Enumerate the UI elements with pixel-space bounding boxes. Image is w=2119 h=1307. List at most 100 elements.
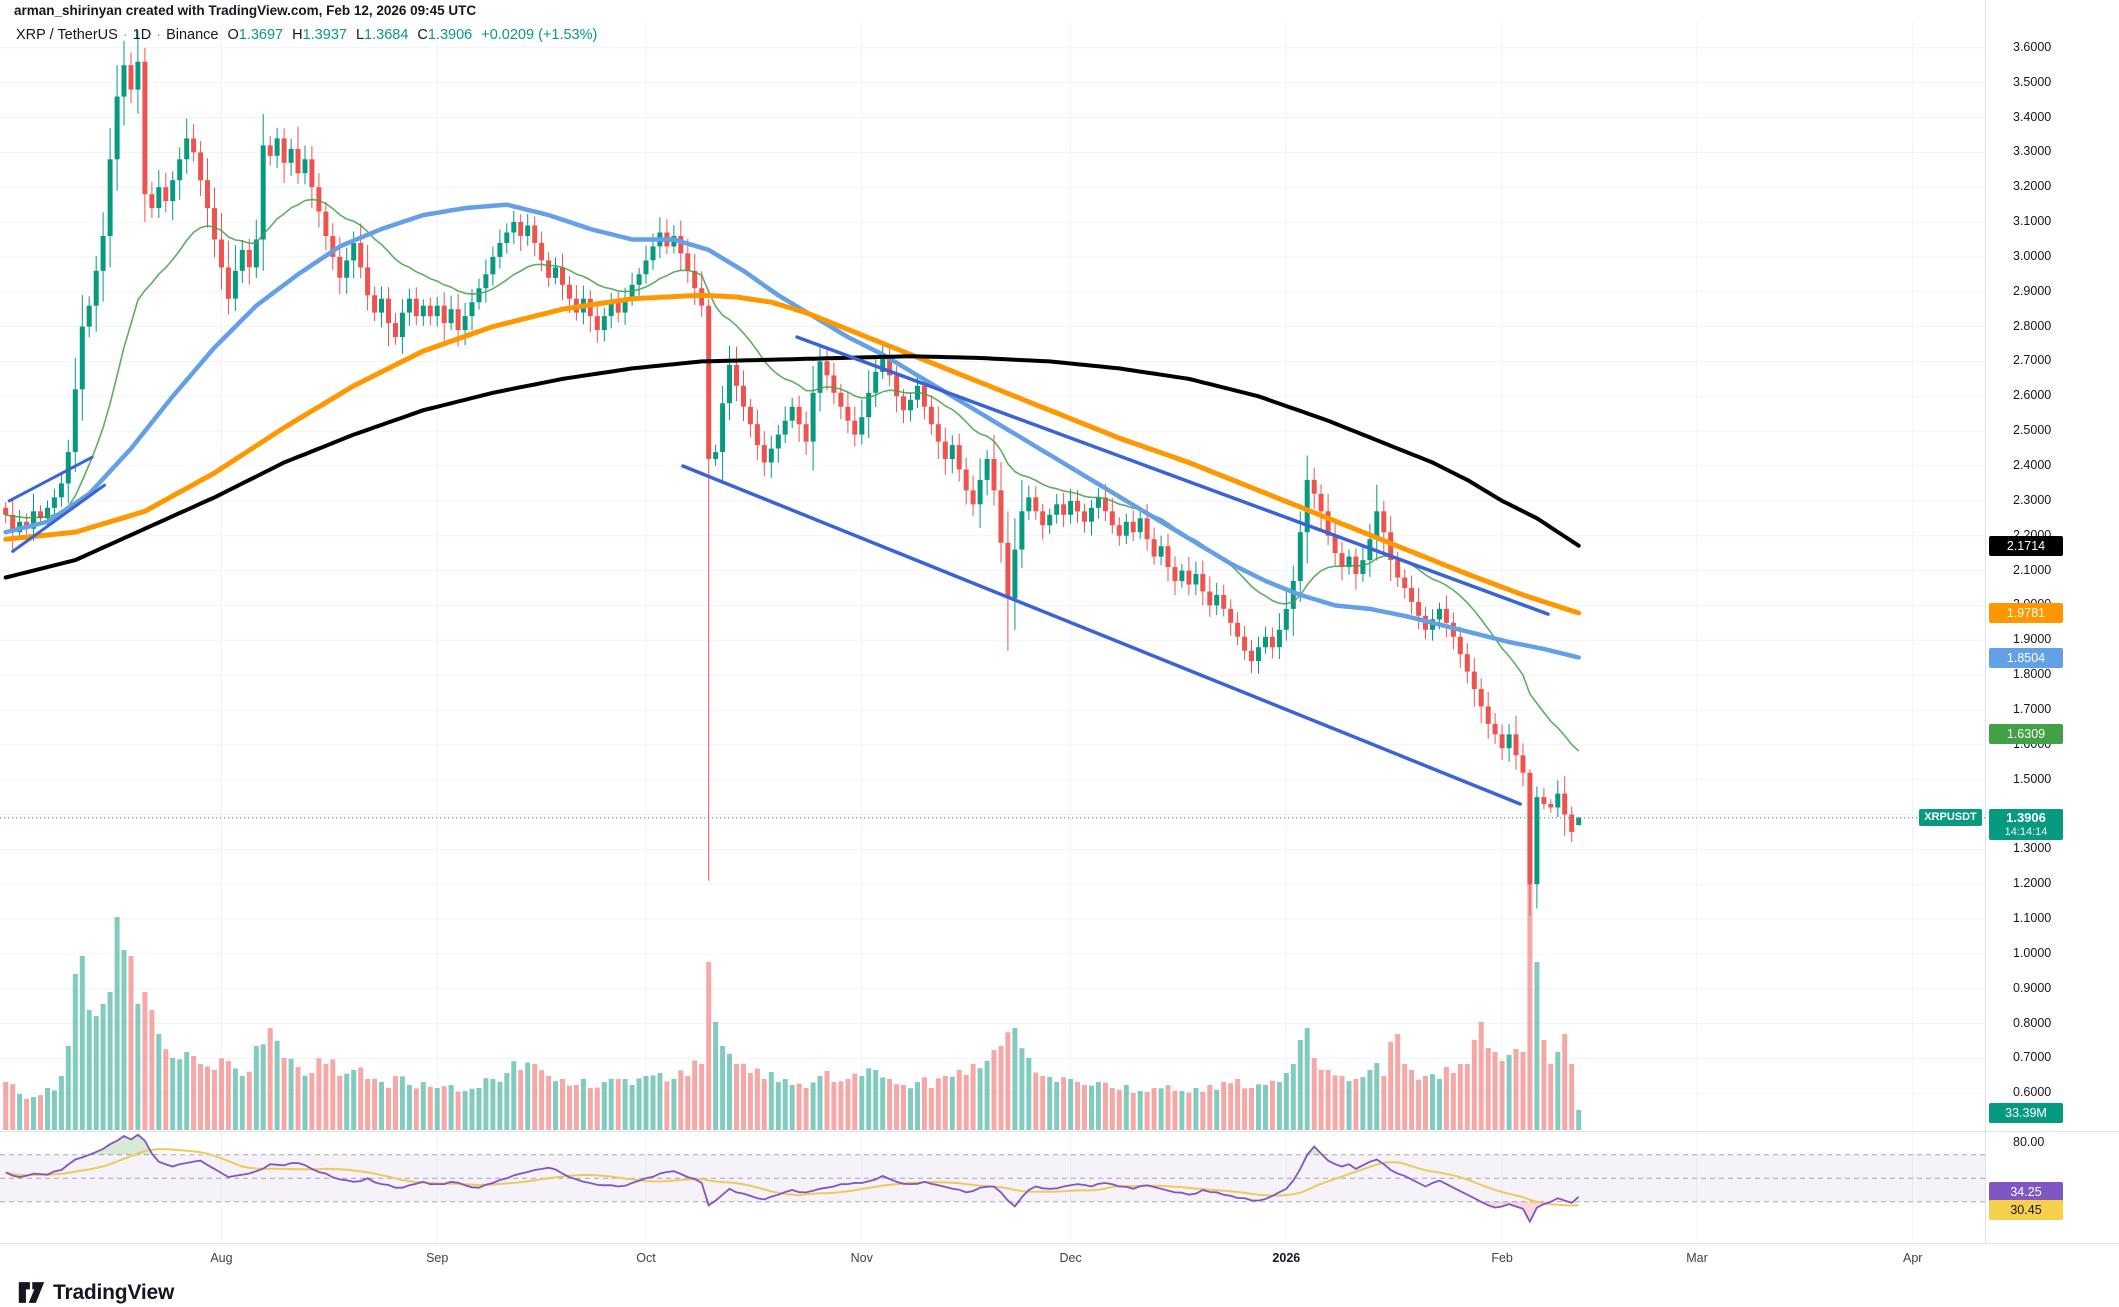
volume-bar[interactable] bbox=[281, 1058, 287, 1130]
volume-bar[interactable] bbox=[1172, 1090, 1178, 1130]
candle[interactable] bbox=[720, 385, 726, 484]
candle[interactable] bbox=[65, 439, 71, 504]
volume-bar[interactable] bbox=[420, 1082, 426, 1130]
volume-bar[interactable] bbox=[1416, 1079, 1422, 1130]
volume-bar[interactable] bbox=[587, 1088, 593, 1130]
candle[interactable] bbox=[560, 253, 565, 301]
volume-bar[interactable] bbox=[170, 1058, 176, 1130]
candle[interactable] bbox=[1061, 493, 1067, 528]
volume-bar[interactable] bbox=[1548, 1064, 1554, 1130]
volume-bar[interactable] bbox=[629, 1085, 635, 1130]
volume-bar[interactable] bbox=[1471, 1039, 1477, 1130]
candle[interactable] bbox=[114, 65, 120, 191]
candle[interactable] bbox=[121, 40, 127, 126]
candle[interactable] bbox=[1276, 613, 1282, 659]
volume-bar[interactable] bbox=[323, 1064, 329, 1130]
volume-bar[interactable] bbox=[93, 1016, 99, 1130]
candle[interactable] bbox=[845, 391, 851, 434]
volume-bar[interactable] bbox=[1207, 1085, 1213, 1130]
volume-bar[interactable] bbox=[754, 1068, 760, 1131]
volume-bar[interactable] bbox=[1457, 1064, 1463, 1130]
candle[interactable] bbox=[406, 288, 412, 326]
candle[interactable] bbox=[803, 411, 809, 455]
candle[interactable] bbox=[295, 126, 301, 184]
candle[interactable] bbox=[734, 346, 739, 402]
candle[interactable] bbox=[873, 359, 879, 408]
volume-bar[interactable] bbox=[399, 1076, 405, 1130]
candle[interactable] bbox=[170, 171, 176, 221]
volume-bar[interactable] bbox=[1423, 1076, 1428, 1130]
volume-bar[interactable] bbox=[1555, 1052, 1561, 1130]
volume-bar[interactable] bbox=[601, 1082, 607, 1130]
volume-bar[interactable] bbox=[747, 1073, 753, 1130]
volume-bar[interactable] bbox=[949, 1076, 955, 1130]
candle[interactable] bbox=[587, 290, 593, 333]
volume-bar[interactable] bbox=[977, 1068, 983, 1130]
volume-bar[interactable] bbox=[921, 1077, 927, 1130]
volume-bar[interactable] bbox=[1019, 1048, 1025, 1130]
volume-bar[interactable] bbox=[713, 1022, 719, 1130]
candle[interactable] bbox=[1095, 487, 1101, 519]
candle[interactable] bbox=[455, 293, 461, 347]
volume-bar[interactable] bbox=[511, 1061, 517, 1130]
candle[interactable] bbox=[1137, 507, 1143, 540]
candle[interactable] bbox=[184, 118, 190, 174]
volume-bar[interactable] bbox=[337, 1076, 343, 1130]
volume-bar[interactable] bbox=[163, 1049, 169, 1130]
candle[interactable] bbox=[1499, 724, 1505, 760]
volume-bar[interactable] bbox=[1534, 962, 1540, 1130]
volume-bar[interactable] bbox=[1165, 1085, 1171, 1130]
candle[interactable] bbox=[1075, 489, 1080, 524]
candle[interactable] bbox=[177, 147, 183, 200]
volume-bar[interactable] bbox=[246, 1071, 252, 1130]
candle[interactable] bbox=[219, 213, 224, 290]
volume-bar[interactable] bbox=[1437, 1079, 1442, 1130]
volume-bar[interactable] bbox=[10, 1084, 16, 1130]
candle[interactable] bbox=[650, 233, 656, 270]
volume-bar[interactable] bbox=[1569, 1064, 1575, 1130]
volume-bar[interactable] bbox=[288, 1058, 294, 1130]
candle[interactable] bbox=[198, 141, 204, 197]
candle[interactable] bbox=[775, 424, 781, 463]
candle[interactable] bbox=[970, 475, 976, 517]
candle[interactable] bbox=[908, 392, 913, 422]
volume-bar[interactable] bbox=[664, 1081, 670, 1131]
volume-bar[interactable] bbox=[1374, 1063, 1380, 1130]
volume-bar[interactable] bbox=[86, 1010, 92, 1130]
volume-bar[interactable] bbox=[72, 974, 78, 1130]
candle[interactable] bbox=[372, 286, 378, 322]
candle[interactable] bbox=[365, 245, 371, 311]
candle[interactable] bbox=[1012, 518, 1018, 630]
volume-bar[interactable] bbox=[1263, 1085, 1268, 1130]
volume-bar[interactable] bbox=[873, 1070, 879, 1130]
candle[interactable] bbox=[518, 214, 524, 252]
volume-bar[interactable] bbox=[998, 1046, 1004, 1130]
candles[interactable] bbox=[3, 30, 1582, 916]
volume-bar[interactable] bbox=[880, 1077, 886, 1130]
volume-bar[interactable] bbox=[1242, 1088, 1248, 1130]
volume-bar[interactable] bbox=[887, 1079, 893, 1130]
candle[interactable] bbox=[330, 223, 336, 270]
candle[interactable] bbox=[1374, 484, 1380, 561]
candle[interactable] bbox=[1443, 595, 1449, 638]
candle[interactable] bbox=[636, 268, 642, 297]
candle[interactable] bbox=[72, 358, 78, 472]
candle[interactable] bbox=[156, 170, 162, 219]
candle[interactable] bbox=[462, 303, 468, 346]
candle[interactable] bbox=[956, 433, 962, 482]
candle[interactable] bbox=[1165, 533, 1171, 582]
volume-bar[interactable] bbox=[149, 1010, 155, 1130]
volume-bar[interactable] bbox=[915, 1082, 920, 1130]
candle[interactable] bbox=[1089, 499, 1094, 536]
candle[interactable] bbox=[984, 450, 990, 496]
candle[interactable] bbox=[615, 291, 621, 323]
candle[interactable] bbox=[880, 345, 886, 380]
volume-bar[interactable] bbox=[455, 1091, 461, 1130]
candle[interactable] bbox=[1026, 485, 1032, 520]
candle[interactable] bbox=[86, 296, 92, 338]
candle[interactable] bbox=[1269, 627, 1275, 659]
volume-bar[interactable] bbox=[1311, 1058, 1317, 1130]
candle[interactable] bbox=[664, 219, 670, 255]
candle[interactable] bbox=[1297, 511, 1303, 602]
volume-bar[interactable] bbox=[65, 1046, 71, 1130]
